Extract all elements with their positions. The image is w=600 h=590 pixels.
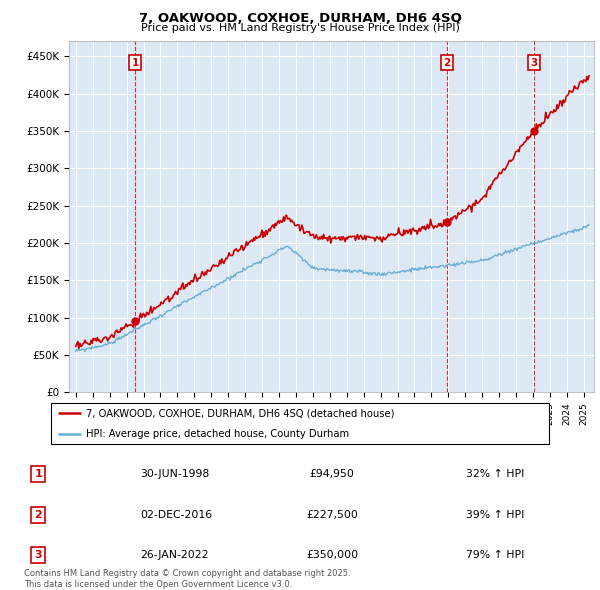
Text: 30-JUN-1998: 30-JUN-1998 xyxy=(140,469,209,479)
Text: 3: 3 xyxy=(530,58,538,68)
Text: Contains HM Land Registry data © Crown copyright and database right 2025.
This d: Contains HM Land Registry data © Crown c… xyxy=(24,569,350,589)
Text: 26-JAN-2022: 26-JAN-2022 xyxy=(140,550,209,560)
Text: 3: 3 xyxy=(34,550,42,560)
Text: 7, OAKWOOD, COXHOE, DURHAM, DH6 4SQ: 7, OAKWOOD, COXHOE, DURHAM, DH6 4SQ xyxy=(139,12,461,25)
Text: £94,950: £94,950 xyxy=(310,469,355,479)
Text: 02-DEC-2016: 02-DEC-2016 xyxy=(140,510,212,520)
Text: 39% ↑ HPI: 39% ↑ HPI xyxy=(466,510,524,520)
FancyBboxPatch shape xyxy=(50,403,550,444)
Text: 1: 1 xyxy=(131,58,139,68)
Text: 2: 2 xyxy=(443,58,451,68)
Text: Price paid vs. HM Land Registry's House Price Index (HPI): Price paid vs. HM Land Registry's House … xyxy=(140,23,460,33)
Text: 79% ↑ HPI: 79% ↑ HPI xyxy=(466,550,524,560)
Text: 2: 2 xyxy=(34,510,42,520)
Text: £350,000: £350,000 xyxy=(306,550,358,560)
Text: 1: 1 xyxy=(34,469,42,479)
Text: 32% ↑ HPI: 32% ↑ HPI xyxy=(466,469,524,479)
Text: HPI: Average price, detached house, County Durham: HPI: Average price, detached house, Coun… xyxy=(86,428,349,438)
Text: 7, OAKWOOD, COXHOE, DURHAM, DH6 4SQ (detached house): 7, OAKWOOD, COXHOE, DURHAM, DH6 4SQ (det… xyxy=(86,408,394,418)
Text: £227,500: £227,500 xyxy=(306,510,358,520)
